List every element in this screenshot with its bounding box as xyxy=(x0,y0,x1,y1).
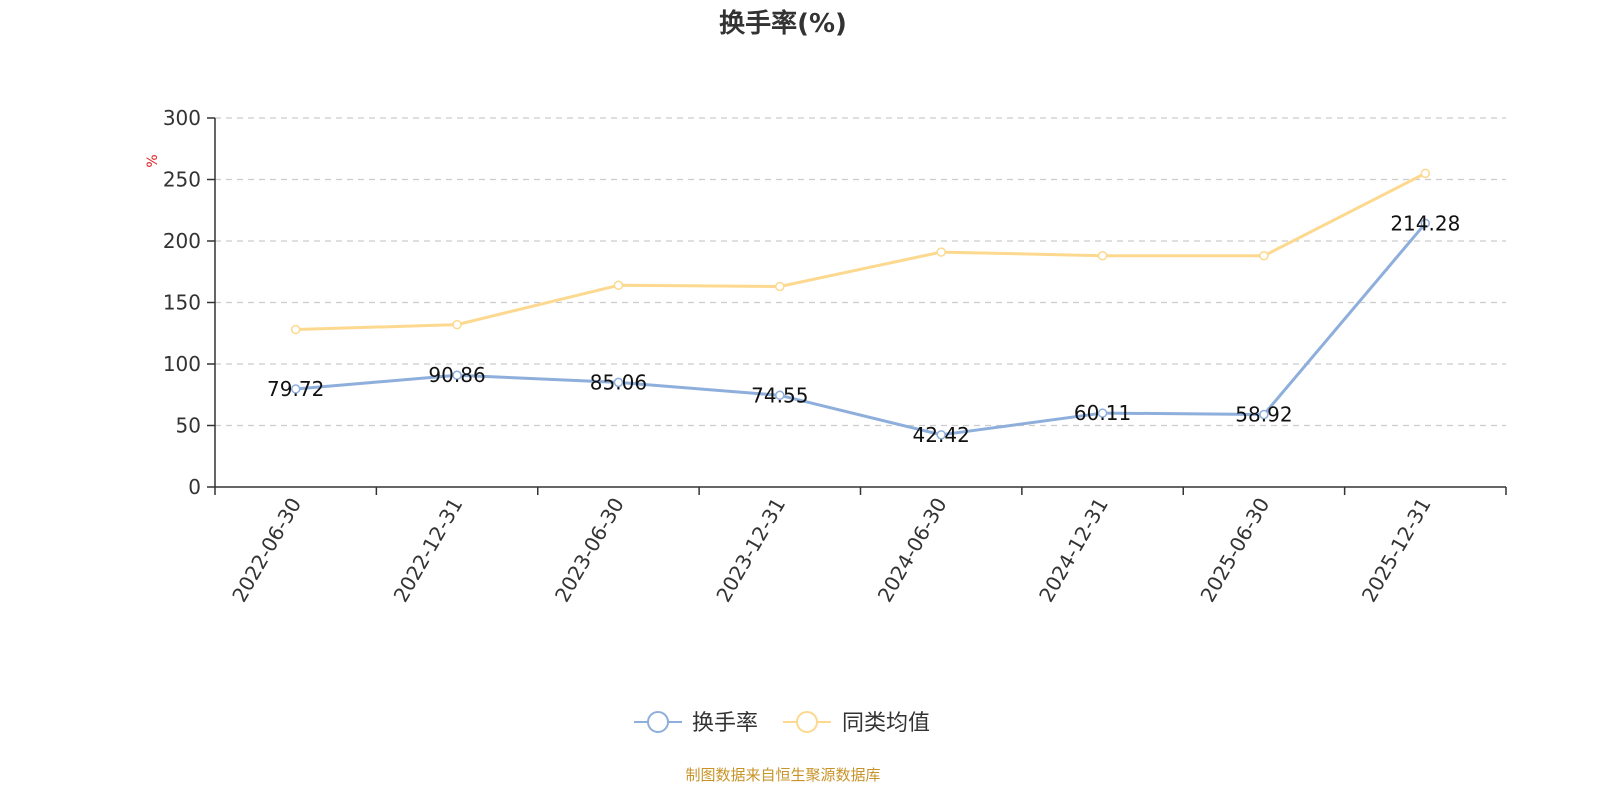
legend-label-1: 同类均值 xyxy=(842,711,930,736)
y-tick-label-0: 0 xyxy=(188,475,201,499)
x-tick-label-4: 2024-06-30 xyxy=(873,494,952,607)
data-labels: 79.72 90.86 85.06 74.55 42.42 60.11 58.92 214.2… xyxy=(267,211,1460,446)
legend-label-0: 换手率 xyxy=(692,711,758,736)
x-tick-label-0: 2022-06-30 xyxy=(227,494,306,607)
series-0-point-7 xyxy=(1420,218,1431,229)
series-line-0 xyxy=(295,222,1427,437)
legend-marker-0 xyxy=(647,711,669,733)
data-label-3: 74.55 xyxy=(751,383,808,407)
series-0-point-1 xyxy=(452,370,462,380)
series-0-point-4 xyxy=(936,430,946,440)
data-label-0: 79.72 xyxy=(267,377,324,401)
series-line-1 xyxy=(295,172,1426,332)
series-1-point-5 xyxy=(1097,251,1108,261)
x-tick-label-5: 2024-12-31 xyxy=(1034,494,1113,607)
series-0-point-6 xyxy=(1259,409,1269,420)
x-tick-label-2: 2023-06-30 xyxy=(550,494,629,607)
series-1-point-1 xyxy=(452,319,462,330)
x-tick-label-7: 2025-12-31 xyxy=(1357,494,1436,607)
chart-title: 换手率(%) xyxy=(719,8,847,39)
x-tick-label-6: 2025-06-30 xyxy=(1195,494,1274,607)
series-1-point-4 xyxy=(936,247,946,257)
series-0-point-0 xyxy=(290,384,301,394)
series-lines xyxy=(290,168,1431,440)
series-1-point-2 xyxy=(613,280,624,291)
y-tick-label-6: 300 xyxy=(163,106,201,130)
y-tick-label-2: 100 xyxy=(163,352,201,376)
series-1-point-0 xyxy=(290,324,301,335)
legend-item-1[interactable]: 同类均值 xyxy=(783,711,930,736)
x-tick-label-3: 2023-12-31 xyxy=(711,494,790,607)
series-0-point-3 xyxy=(775,390,785,401)
series-0-point-5 xyxy=(1097,408,1108,418)
series-0-point-2 xyxy=(613,377,624,388)
y-tick-label-3: 150 xyxy=(163,291,201,315)
y-tick-label-1: 50 xyxy=(176,414,201,438)
source-note: 制图数据来自恒生聚源数据库 xyxy=(685,766,880,784)
y-tick-label-4: 200 xyxy=(163,229,201,253)
data-label-4: 42.42 xyxy=(913,423,970,447)
series-1-point-3 xyxy=(775,281,785,292)
x-tick-label-1: 2022-12-31 xyxy=(388,494,467,607)
legend[interactable]: 换手率 同类均值 xyxy=(634,711,930,736)
legend-marker-1 xyxy=(796,711,818,733)
series-1-point-6 xyxy=(1259,251,1269,261)
data-label-2: 85.06 xyxy=(590,370,647,394)
axes: 0 50 100 150 200 250 300 2022-06-30 2022-12-31 20… xyxy=(163,106,1507,607)
legend-item-0[interactable]: 换手率 xyxy=(634,711,758,736)
data-label-7: 214.28 xyxy=(1390,211,1460,235)
data-label-5: 60.11 xyxy=(1074,401,1131,425)
y-axis-unit-label: % xyxy=(145,154,161,167)
series-1-point-7 xyxy=(1420,168,1431,179)
data-label-1: 90.86 xyxy=(428,363,485,387)
data-label-6: 58.92 xyxy=(1235,403,1292,427)
y-tick-label-5: 250 xyxy=(163,168,201,192)
